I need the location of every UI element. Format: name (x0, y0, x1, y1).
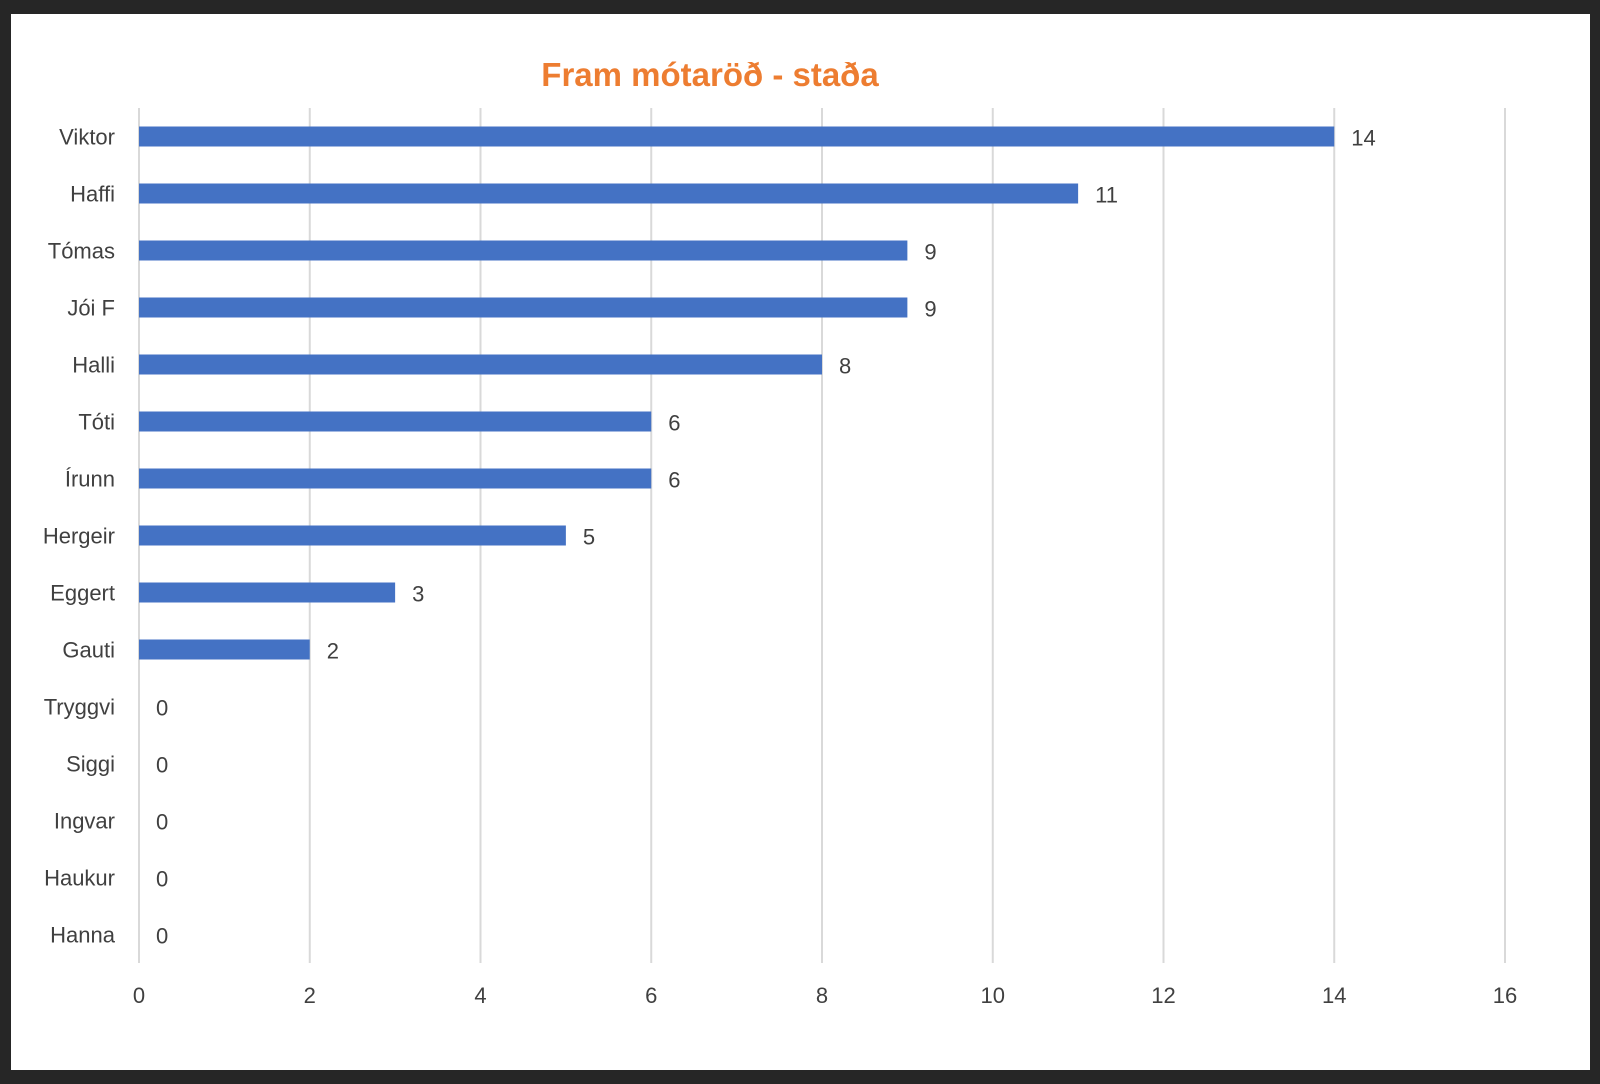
bar-chart: Fram mótaröð - staða Viktor Haffi Tómas Jói… (43, 56, 1517, 1008)
x-axis-ticks: 0 2 4 6 8 10 12 14 16 (133, 983, 1517, 1008)
data-label: 2 (327, 639, 339, 664)
bars (139, 126, 1335, 660)
category-labels: Viktor Haffi Tómas Jói F Halli Tóti Írunn Herge… (43, 125, 116, 948)
data-labels: 14 11 9 9 8 6 6 5 3 2 0 0 0 0 0 (156, 126, 1376, 949)
category-label: Tóti (78, 410, 115, 435)
data-label: 0 (156, 924, 168, 949)
x-tick-label: 14 (1322, 983, 1346, 1008)
category-label: Jói F (67, 296, 115, 321)
bar (139, 525, 566, 546)
data-label: 3 (412, 582, 424, 607)
data-label: 0 (156, 867, 168, 892)
data-label: 6 (668, 468, 680, 493)
data-label: 11 (1095, 183, 1118, 208)
bar (139, 297, 908, 318)
bar (139, 582, 396, 603)
category-label: Ingvar (54, 809, 115, 834)
x-tick-label: 8 (816, 983, 828, 1008)
category-label: Eggert (50, 581, 115, 606)
x-tick-label: 4 (474, 983, 486, 1008)
data-label: 9 (924, 240, 936, 265)
data-label: 5 (583, 525, 595, 550)
chart-title: Fram mótaröð - staða (541, 56, 879, 93)
data-label: 6 (668, 411, 680, 436)
category-label: Gauti (62, 638, 115, 663)
data-label: 0 (156, 810, 168, 835)
chart-container: Fram mótaröð - staða Viktor Haffi Tómas Jói… (11, 14, 1590, 1070)
category-label: Haukur (44, 866, 115, 891)
category-label: Írunn (65, 467, 115, 492)
bar (139, 183, 1079, 204)
bar (139, 639, 310, 660)
bar (139, 411, 652, 432)
category-label: Hergeir (43, 524, 115, 549)
x-tick-label: 6 (645, 983, 657, 1008)
x-tick-label: 16 (1493, 983, 1517, 1008)
category-label: Tryggvi (44, 695, 115, 720)
data-label: 8 (839, 354, 851, 379)
bar (139, 240, 908, 261)
x-tick-label: 0 (133, 983, 145, 1008)
category-label: Viktor (59, 125, 115, 150)
x-tick-label: 10 (981, 983, 1005, 1008)
category-label: Hanna (50, 923, 116, 948)
x-tick-label: 2 (304, 983, 316, 1008)
category-label: Haffi (70, 182, 115, 207)
data-label: 9 (924, 297, 936, 322)
data-label: 0 (156, 696, 168, 721)
category-label: Halli (72, 353, 115, 378)
x-tick-label: 12 (1151, 983, 1175, 1008)
category-label: Siggi (66, 752, 115, 777)
bar (139, 354, 822, 375)
data-label: 0 (156, 753, 168, 778)
data-label: 14 (1351, 126, 1375, 151)
bar (139, 468, 652, 489)
bar (139, 126, 1335, 147)
category-label: Tómas (48, 239, 115, 264)
